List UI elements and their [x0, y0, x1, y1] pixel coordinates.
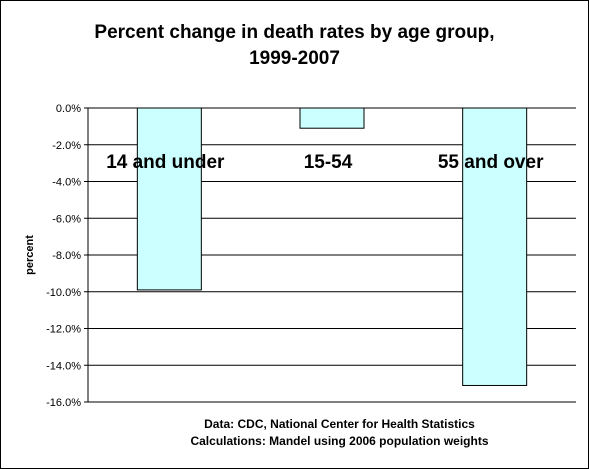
- bar: [299, 107, 365, 129]
- y-tick-labels: 0.0% -2.0% -4.0% -6.0% -8.0% -10.0% -12.0% -14.…: [46, 103, 81, 409]
- y-tick-label: -10.0%: [46, 287, 81, 299]
- bar: [462, 107, 528, 386]
- y-tick-label: -12.0%: [46, 324, 81, 336]
- y-tick-label: -8.0%: [52, 250, 81, 262]
- category-label: 14 and under: [106, 152, 225, 173]
- category-label: 15-54: [304, 152, 353, 173]
- y-tick-label: -4.0%: [52, 177, 81, 189]
- chart-title: Percent change in death rates by age gro…: [0, 20, 589, 72]
- axes: [84, 107, 89, 403]
- y-tick-label: -6.0%: [52, 213, 81, 225]
- source-note-calculations: Calculations: Mandel using 2006 populati…: [190, 434, 489, 448]
- chart-subtitle-line: 1999-2007: [249, 48, 340, 69]
- bar: [136, 107, 202, 291]
- bars: [136, 107, 528, 386]
- chart-title-line: Percent change in death rates by age gro…: [94, 22, 495, 43]
- y-tick-label: -16.0%: [46, 397, 81, 409]
- y-tick-label: -2.0%: [52, 140, 81, 152]
- y-tick-label: 0.0%: [56, 103, 81, 115]
- category-labels: 14 and under 15-54 55 and over: [106, 152, 544, 173]
- y-axis-label: percent: [24, 235, 36, 275]
- source-note-data: Data: CDC, National Center for Health St…: [204, 417, 475, 431]
- category-label: 55 and over: [438, 152, 544, 173]
- source-notes: Data: CDC, National Center for Health St…: [0, 416, 589, 450]
- y-tick-label: -14.0%: [46, 360, 81, 372]
